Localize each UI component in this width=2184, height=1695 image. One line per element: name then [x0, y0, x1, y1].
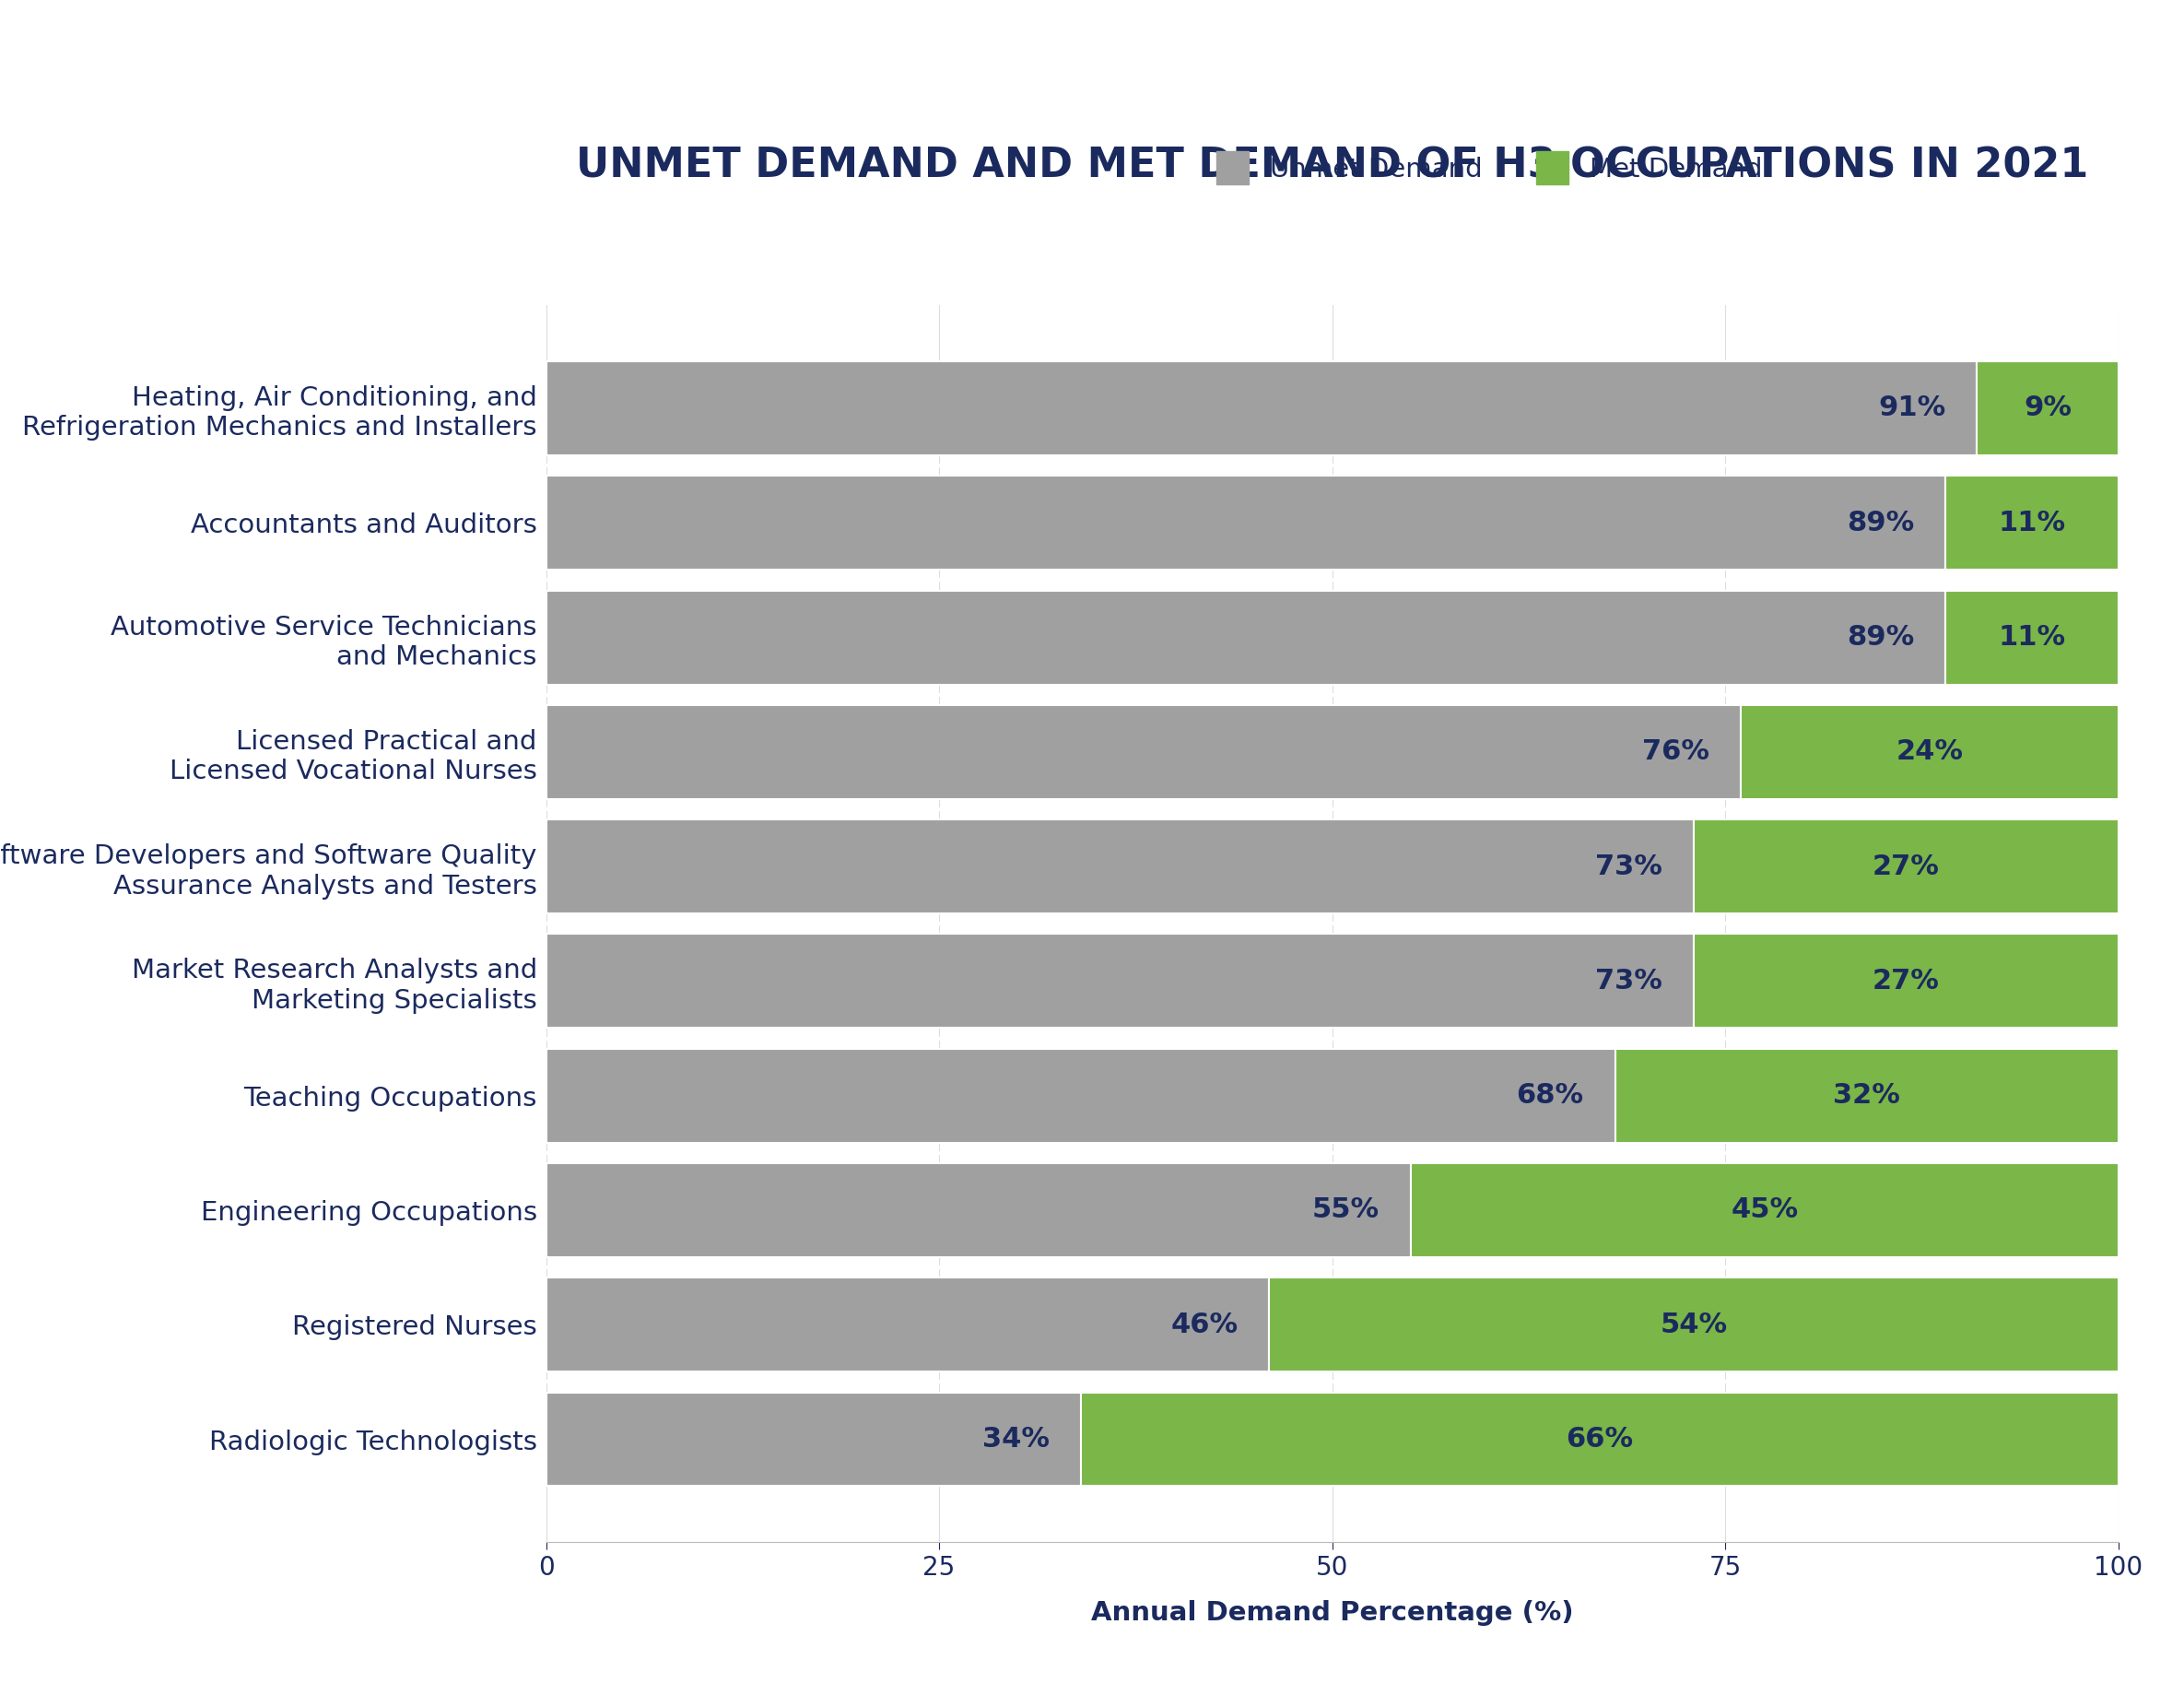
Bar: [546, 476, 1946, 570]
Text: 32%: 32%: [1832, 1081, 1900, 1109]
Bar: [1695, 820, 2118, 914]
Text: 11%: 11%: [1998, 624, 2066, 651]
Text: 89%: 89%: [1845, 510, 1913, 536]
Bar: [546, 1163, 1411, 1258]
Text: 76%: 76%: [1642, 739, 1710, 766]
Legend: Unmet Demand, Met Demand: Unmet Demand, Met Demand: [1216, 151, 1762, 185]
Text: 27%: 27%: [1872, 853, 1939, 880]
Text: 66%: 66%: [1566, 1425, 1634, 1453]
Bar: [546, 820, 1695, 914]
Bar: [1946, 590, 2118, 685]
Bar: [546, 1392, 1081, 1487]
Text: 34%: 34%: [983, 1425, 1048, 1453]
Text: 54%: 54%: [1660, 1312, 1728, 1337]
Bar: [1977, 361, 2118, 456]
Text: 24%: 24%: [1896, 739, 1963, 766]
X-axis label: Annual Demand Percentage (%): Annual Demand Percentage (%): [1092, 1600, 1572, 1626]
Text: 73%: 73%: [1594, 853, 1662, 880]
Bar: [546, 1049, 1616, 1142]
Bar: [1616, 1049, 2118, 1142]
Title: UNMET DEMAND AND MET DEMAND OF H3 OCCUPATIONS IN 2021: UNMET DEMAND AND MET DEMAND OF H3 OCCUPA…: [577, 146, 2088, 185]
Text: 73%: 73%: [1594, 968, 1662, 995]
Bar: [546, 705, 1741, 798]
Bar: [1081, 1392, 2118, 1487]
Bar: [1269, 1278, 2118, 1371]
Text: 27%: 27%: [1872, 968, 1939, 995]
Bar: [1741, 705, 2118, 798]
Bar: [546, 1278, 1269, 1371]
Text: 11%: 11%: [1998, 510, 2066, 536]
Text: 46%: 46%: [1171, 1312, 1238, 1337]
Text: 55%: 55%: [1313, 1197, 1380, 1224]
Bar: [546, 361, 1977, 456]
Text: 91%: 91%: [1878, 395, 1946, 422]
Text: 68%: 68%: [1516, 1081, 1583, 1109]
Bar: [1411, 1163, 2118, 1258]
Text: 89%: 89%: [1845, 624, 1913, 651]
Text: 45%: 45%: [1732, 1197, 1797, 1224]
Bar: [1695, 934, 2118, 1027]
Bar: [546, 934, 1695, 1027]
Bar: [1946, 476, 2118, 570]
Bar: [546, 590, 1946, 685]
Text: 9%: 9%: [2025, 395, 2073, 422]
